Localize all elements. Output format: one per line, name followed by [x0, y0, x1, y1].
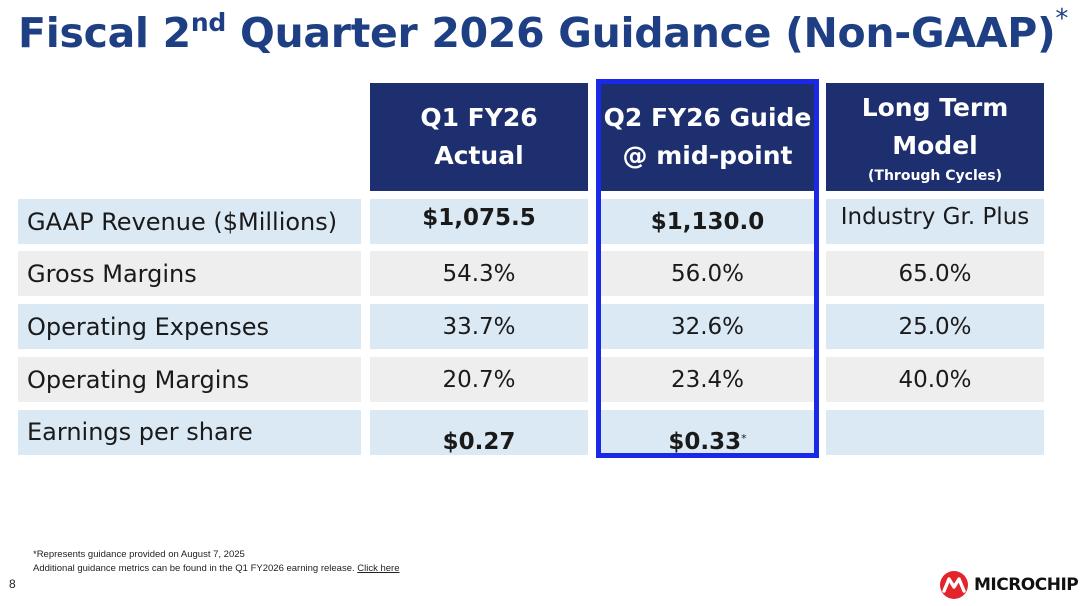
microchip-logo-icon [940, 571, 968, 599]
page-number: 8 [9, 577, 16, 591]
click-here-link[interactable]: Click here [357, 563, 400, 574]
footnote-guidance-date: *Represents guidance provided on August … [33, 549, 245, 560]
cell-q2-operating-margins: 23.4% [601, 357, 814, 402]
header-q2-line2: @ mid-point [622, 141, 793, 170]
cell-q2-gaap-revenue: $1,130.0 [601, 199, 814, 244]
cell-lt-operating-expenses: 25.0% [826, 304, 1044, 349]
header-long-term-model: Long Term Model (Through Cycles) [826, 83, 1044, 191]
q2-guide-highlight-box [596, 79, 819, 458]
slide-title: Fiscal 2nd Quarter 2026 Guidance (Non-GA… [18, 4, 1068, 62]
cell-q1-gross-margins: 54.3% [370, 251, 588, 296]
cell-q2-operating-expenses: 32.6% [601, 304, 814, 349]
header-lt-line2: Model [892, 131, 978, 160]
row-label-gross-margins: Gross Margins [18, 251, 361, 296]
cell-q2-earnings-per-share: $0.33 * [601, 410, 814, 455]
row-label-operating-expenses: Operating Expenses [18, 304, 361, 349]
cell-q2-gross-margins: 56.0% [601, 251, 814, 296]
cell-lt-gross-margins: 65.0% [826, 251, 1044, 296]
header-q1-line2: Actual [434, 141, 524, 170]
row-label-gaap-revenue: GAAP Revenue ($Millions) [18, 199, 361, 244]
title-prefix: Fiscal 2 [18, 9, 191, 57]
cell-lt-operating-margins: 40.0% [826, 357, 1044, 402]
row-label-operating-margins: Operating Margins [18, 357, 361, 402]
header-q1-line1: Q1 FY26 [420, 103, 538, 132]
header-lt-line1: Long Term [861, 93, 1009, 122]
title-asterisk: * [1055, 4, 1069, 34]
cell-lt-earnings-per-share [826, 410, 1044, 455]
cell-q2-eps-asterisk: * [741, 432, 747, 445]
row-label-earnings-per-share: Earnings per share [18, 410, 361, 455]
cell-q1-gaap-revenue: $1,075.5 [370, 199, 588, 244]
cell-q2-eps-value: $0.33 [668, 429, 742, 455]
cell-q1-operating-expenses: 33.7% [370, 304, 588, 349]
title-suffix: Quarter 2026 Guidance (Non-GAAP) [226, 9, 1056, 57]
cell-q1-operating-margins: 20.7% [370, 357, 588, 402]
microchip-logo: MICROCHIP [938, 570, 1079, 600]
header-lt-note: (Through Cycles) [868, 168, 1002, 184]
footnote-additional-metrics: Additional guidance metrics can be found… [33, 563, 400, 574]
logo-wordmark: MICROCHIP [974, 575, 1079, 595]
header-q2-line1: Q2 FY26 Guide [603, 103, 812, 132]
cell-lt-gaap-revenue: Industry Gr. Plus [826, 199, 1044, 244]
header-q2-guide: Q2 FY26 Guide @ mid-point [601, 83, 814, 191]
header-q1-actual: Q1 FY26 Actual [370, 83, 588, 191]
title-superscript: nd [190, 8, 226, 37]
cell-q1-earnings-per-share: $0.27 [370, 410, 588, 455]
footnote-additional-text: Additional guidance metrics can be found… [33, 563, 358, 574]
